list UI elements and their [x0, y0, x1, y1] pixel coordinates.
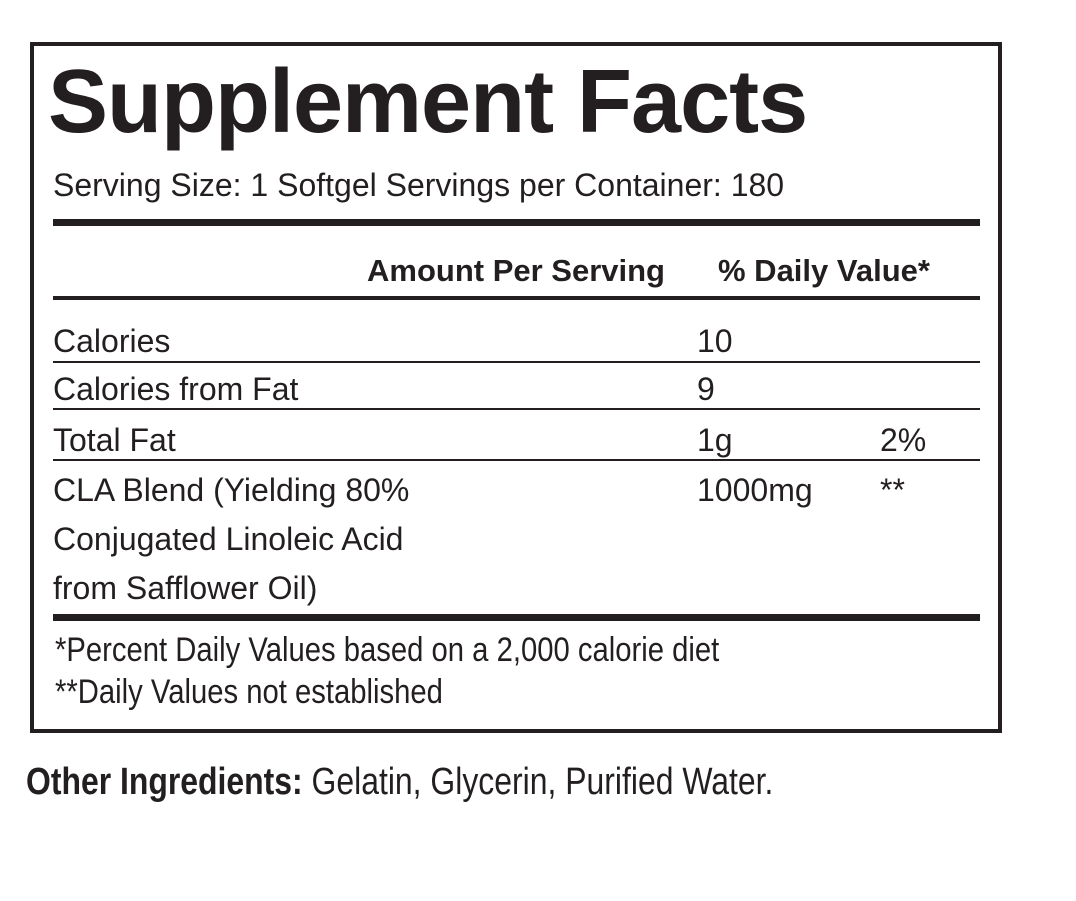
row-cla-name-line2: Conjugated Linoleic Acid [53, 521, 404, 557]
divider [53, 408, 980, 410]
panel-title: Supplement Facts [48, 52, 808, 152]
row-cla-dv: ** [880, 472, 905, 508]
row-calories-fat-name: Calories from Fat [53, 371, 299, 407]
divider-thick [53, 219, 980, 226]
footnote-not-established: **Daily Values not established [55, 673, 443, 711]
row-total-fat-amount: 1g [697, 422, 733, 458]
other-ingredients: Other Ingredients: Gelatin, Glycerin, Pu… [26, 760, 773, 804]
row-cla-amount: 1000mg [697, 472, 813, 508]
other-ingredients-value: Gelatin, Glycerin, Purified Water. [302, 761, 774, 803]
divider [53, 361, 980, 363]
divider-medium [53, 296, 980, 300]
divider-thick [53, 614, 980, 621]
other-ingredients-label: Other Ingredients: [26, 761, 303, 803]
row-total-fat-dv: 2% [880, 422, 927, 458]
daily-value-header: % Daily Value* [718, 253, 930, 288]
row-calories-fat-amount: 9 [697, 371, 715, 407]
row-cla-name-line3: from Safflower Oil) [53, 570, 318, 606]
serving-info: Serving Size: 1 Softgel Servings per Con… [53, 167, 785, 203]
row-total-fat-name: Total Fat [53, 422, 176, 458]
row-cla-name-line1: CLA Blend (Yielding 80% [53, 472, 410, 508]
footnote-daily-values: *Percent Daily Values based on a 2,000 c… [55, 631, 720, 669]
amount-header: Amount Per Serving [367, 253, 665, 288]
divider [53, 459, 980, 461]
row-calories-name: Calories [53, 323, 171, 359]
supplement-facts-panel [30, 42, 1002, 733]
row-calories-amount: 10 [697, 323, 733, 359]
